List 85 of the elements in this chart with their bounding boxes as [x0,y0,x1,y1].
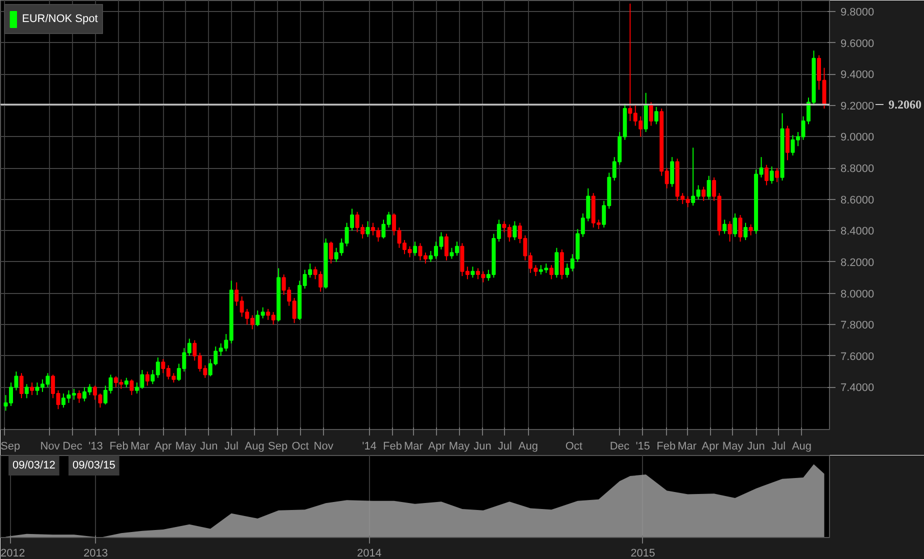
x-tick-label: 2013 [83,548,108,559]
candlestick [702,186,706,202]
y-tick-label: 9.4000 [840,69,874,82]
x-tick-label: May [175,440,197,452]
candlestick [554,247,559,278]
candlestick [145,371,150,386]
x-tick-label: Aug [518,440,538,452]
candlestick [470,266,475,278]
x-tick-label: Jun [747,440,765,452]
candlestick [644,92,648,133]
candlestick [560,248,564,280]
candlestick [24,384,29,399]
x-tick-label: '13 [88,440,103,452]
candlestick [775,168,780,183]
y-tick-label: 9.8000 [840,6,874,18]
x-tick-label: Nov [40,440,60,452]
x-tick-label: Sep [268,440,288,452]
y-tick-label: 8.2000 [840,256,874,269]
candlestick [512,220,517,241]
y-tick-label: 8.6000 [840,194,874,206]
x-tick-label: Mar [130,440,150,452]
candlestick [77,390,82,404]
y-tick-label: 8.4000 [840,226,874,238]
x-tick-label: Apr [154,440,172,452]
x-tick-label: Nov [314,440,334,452]
y-tick-label: 9.6000 [840,38,874,50]
y-tick-label: 7.6000 [840,350,874,363]
candlestick [329,241,334,264]
y-tick-label: 8.8000 [840,163,874,176]
candlestick [770,166,774,184]
x-tick-label: Oct [565,440,582,452]
x-tick-label: 2015 [630,548,656,559]
x-tick-label: Apr [428,440,446,452]
x-tick-label: Jul [772,440,786,452]
candlestick [649,102,654,126]
x-tick-label: 2012 [0,548,25,559]
x-tick-label: May [722,440,744,452]
candlestick [413,241,417,256]
x-tick-label: Feb [383,440,402,452]
y-tick-label: 7.4000 [840,382,874,394]
legend-label: EUR/NOK Spot [22,13,98,25]
candlestick [19,372,24,399]
candlestick [444,233,448,261]
x-tick-label: Jul [498,440,512,452]
y-tick-label: 7.8000 [840,320,874,332]
y-tick-label: 9.0000 [840,132,874,144]
y-tick-label: 8.0000 [840,288,874,300]
x-tick-label: Sep [0,440,20,452]
candlestick [733,212,738,238]
candlestick [30,382,34,396]
x-tick-label: '15 [636,440,650,452]
candlestick [670,156,674,188]
candlestick [130,378,134,396]
x-tick-label: Apr [702,440,720,452]
x-tick-label: Dec [62,440,83,452]
candlestick [706,175,711,200]
candlestick [728,220,732,242]
candlestick [366,220,370,238]
candlestick [722,219,727,234]
x-tick-label: Oct [292,440,309,452]
candlestick [744,222,748,241]
x-tick-label: Mar [678,440,697,452]
x-tick-label: Feb [109,440,128,452]
candlestick [764,164,769,186]
y-tick-label: 9.2000 [840,100,874,112]
candlestick [124,377,128,388]
annotation: 09/03/12 [12,460,56,472]
x-tick-label: Aug [244,440,264,452]
x-tick-label: '14 [362,440,376,452]
x-tick-label: Feb [656,440,676,452]
x-tick-label: May [448,440,470,452]
x-tick-label: 2014 [357,548,382,559]
x-tick-label: Jun [200,440,218,452]
candlestick [786,125,790,161]
candlestick [549,264,554,280]
x-tick-label: Dec [610,440,630,452]
candlestick [654,106,658,125]
candlestick [738,214,742,242]
x-tick-label: Aug [792,440,812,452]
annotation: 09/03/15 [72,460,116,472]
candlestick [748,224,753,236]
ref-line-label: 9.2060 [888,97,922,112]
x-tick-label: Jun [474,440,492,452]
x-tick-label: Jul [224,440,238,452]
x-tick-label: Mar [404,440,424,452]
